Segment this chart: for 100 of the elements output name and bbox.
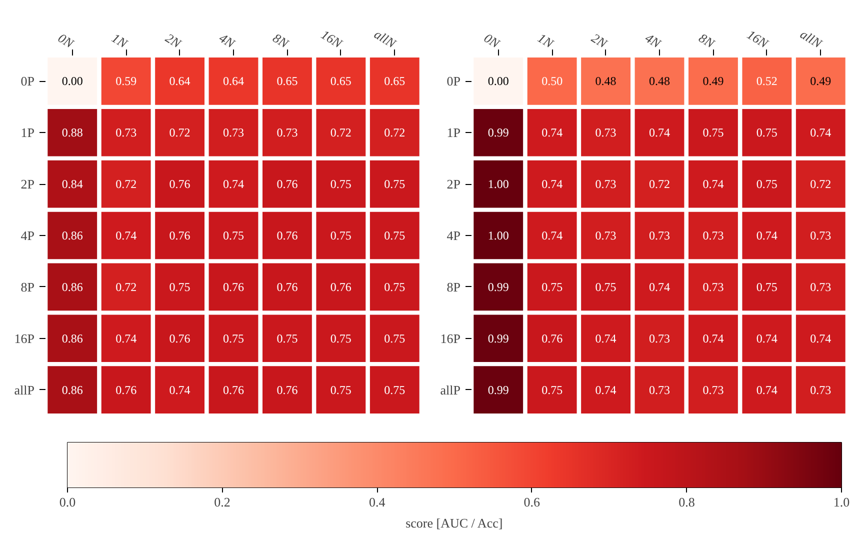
data-label: 0.00 xyxy=(488,74,509,88)
data-label: 0.76 xyxy=(330,280,352,294)
data-label: 0.48 xyxy=(595,74,616,88)
x-tick-label: 2N xyxy=(588,30,611,52)
x-tick-label: 2N xyxy=(162,30,185,52)
y-tick-label: 0P xyxy=(446,74,461,89)
data-label: 0.72 xyxy=(810,177,832,192)
data-label: 0.75 xyxy=(384,228,406,242)
data-label: 0.75 xyxy=(330,177,352,192)
data-label: 0.73 xyxy=(649,331,670,346)
data-label: 0.73 xyxy=(116,126,137,140)
data-label: 0.74 xyxy=(116,331,137,346)
data-label: 0.75 xyxy=(169,280,190,294)
y-tick-label: 1P xyxy=(446,125,461,140)
data-label: 0.76 xyxy=(116,382,137,397)
y-tick-label: allP xyxy=(440,382,461,398)
data-label: 0.99 xyxy=(488,382,509,397)
y-tick-label: 4P xyxy=(20,228,35,243)
data-label: 0.73 xyxy=(649,228,670,242)
data-label: 0.76 xyxy=(223,382,244,397)
data-label: 0.86 xyxy=(62,280,83,294)
data-label: 0.72 xyxy=(169,126,190,140)
data-label: 0.74 xyxy=(595,382,616,397)
data-label: 1.00 xyxy=(488,177,509,192)
data-label: 0.74 xyxy=(595,331,616,346)
y-tick-label: 1P xyxy=(20,125,35,140)
data-label: 0.88 xyxy=(62,126,83,140)
data-label: 1.00 xyxy=(488,228,509,242)
data-label: 0.76 xyxy=(276,177,298,192)
data-label: 0.65 xyxy=(276,74,298,88)
data-label: 0.75 xyxy=(223,228,244,242)
data-label: 0.84 xyxy=(62,177,83,192)
data-label: 0.75 xyxy=(702,126,724,140)
data-label: 0.76 xyxy=(276,382,298,397)
x-tick-label: 8N xyxy=(696,30,718,52)
data-label: 0.76 xyxy=(276,228,298,242)
data-label: 0.76 xyxy=(169,177,190,192)
y-tick-label: 0P xyxy=(20,74,35,89)
data-label: 0.76 xyxy=(169,331,190,346)
data-label: 0.86 xyxy=(62,382,83,397)
data-label: 0.75 xyxy=(756,177,778,192)
data-label: 0.75 xyxy=(756,280,778,294)
data-label: 0.74 xyxy=(649,280,670,294)
data-label: 0.74 xyxy=(542,177,563,192)
data-label: 0.72 xyxy=(116,280,137,294)
y-tick-label: 8P xyxy=(446,279,461,294)
data-label: 0.59 xyxy=(116,74,137,88)
x-tick-label: 0N xyxy=(482,30,504,52)
data-label: 0.73 xyxy=(276,126,298,140)
x-tick-label: 0N xyxy=(56,30,78,52)
data-label: 0.86 xyxy=(62,331,83,346)
data-label: 0.73 xyxy=(702,382,724,397)
data-label: 0.72 xyxy=(116,177,137,192)
data-label: 0.74 xyxy=(756,331,778,346)
data-label: 0.49 xyxy=(810,74,832,88)
x-tick-label: 1N xyxy=(535,30,558,52)
data-label: 0.73 xyxy=(810,382,832,397)
data-label: 0.75 xyxy=(384,177,406,192)
data-label: 0.99 xyxy=(488,280,509,294)
data-label: 0.99 xyxy=(488,126,509,140)
data-label: 0.74 xyxy=(702,177,724,192)
data-label: 0.73 xyxy=(649,382,670,397)
data-label: 0.75 xyxy=(223,331,244,346)
color-bar-label: 0.4 xyxy=(368,494,386,510)
data-label: 0.72 xyxy=(649,177,670,192)
data-label: 0.75 xyxy=(330,382,352,397)
x-tick-label: 4N xyxy=(642,30,665,52)
data-label: 0.75 xyxy=(756,126,778,140)
data-label: 0.75 xyxy=(595,280,616,294)
data-label: 0.00 xyxy=(62,74,83,88)
data-label: 0.49 xyxy=(702,74,724,88)
data-label: 0.99 xyxy=(488,331,509,346)
x-tick-label: 4N xyxy=(216,30,239,52)
data-label: 0.74 xyxy=(223,177,244,192)
data-label: 0.75 xyxy=(384,382,406,397)
data-label: 0.72 xyxy=(330,126,352,140)
data-label: 0.75 xyxy=(384,331,406,346)
data-label: 0.65 xyxy=(330,74,352,88)
data-label: 0.74 xyxy=(810,331,832,346)
y-tick-label: 16P xyxy=(440,330,461,346)
data-label: 0.75 xyxy=(542,382,563,397)
data-label: 0.75 xyxy=(330,331,352,346)
data-label: 0.50 xyxy=(542,74,563,88)
data-label: 0.73 xyxy=(223,126,244,140)
color-bar-title: score [AUC / Acc] xyxy=(406,516,503,530)
data-label: 0.74 xyxy=(542,228,563,242)
x-tick-label: 16N xyxy=(744,26,772,52)
data-label: 0.73 xyxy=(810,228,832,242)
y-tick-label: 2P xyxy=(446,176,461,192)
data-label: 0.75 xyxy=(276,331,298,346)
data-label: 0.73 xyxy=(702,280,724,294)
data-label: 0.86 xyxy=(62,228,83,242)
data-label: 0.76 xyxy=(223,280,244,294)
data-label: 0.72 xyxy=(384,126,406,140)
data-label: 0.74 xyxy=(542,126,563,140)
data-label: 0.64 xyxy=(223,74,244,88)
x-tick-label: allN xyxy=(798,26,826,52)
data-label: 0.76 xyxy=(169,228,190,242)
data-label: 0.76 xyxy=(542,331,563,346)
data-label: 0.52 xyxy=(756,74,778,88)
